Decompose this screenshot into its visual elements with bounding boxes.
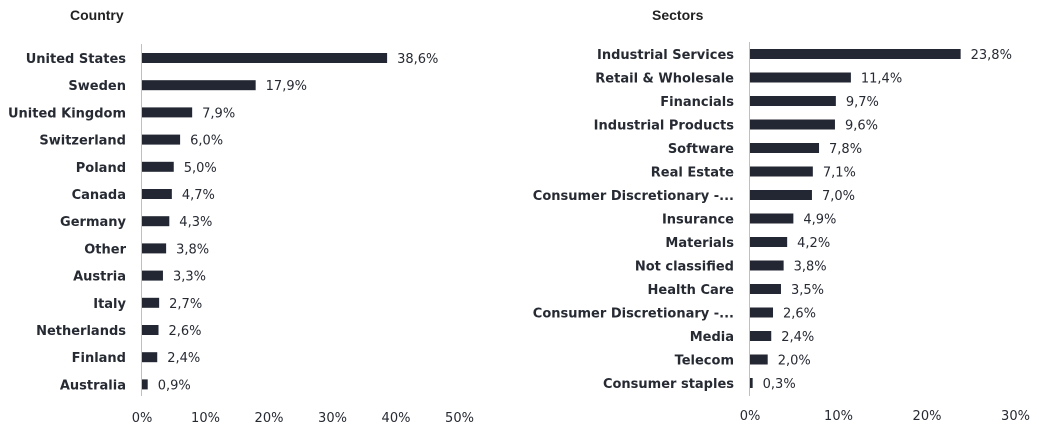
country-value-label: 2,4% <box>167 351 200 366</box>
sector-bar <box>750 284 781 294</box>
sector-value-label: 7,8% <box>829 142 862 157</box>
sector-tick-label: 30% <box>1001 409 1030 424</box>
sector-category-label: Not classified <box>635 260 734 275</box>
country-tick-label: 20% <box>255 411 284 426</box>
sector-value-label: 23,8% <box>971 48 1012 63</box>
sector-value-label: 9,6% <box>845 119 878 134</box>
country-value-label: 0,9% <box>158 378 191 393</box>
sector-category-label: Health Care <box>648 283 735 298</box>
country-tick-label: 50% <box>445 411 474 426</box>
country-bar <box>142 161 174 172</box>
country-value-label: 2,6% <box>169 324 202 339</box>
sector-value-label: 3,8% <box>794 260 827 275</box>
sector-bar <box>750 237 788 247</box>
sector-value-label: 7,1% <box>823 166 856 181</box>
country-tick-label: 30% <box>318 411 347 426</box>
country-bar <box>142 352 158 363</box>
country-bar <box>142 325 159 335</box>
country-category-label: Canada <box>72 188 126 203</box>
sector-bar <box>750 331 772 341</box>
sector-tick-label: 20% <box>913 409 942 424</box>
country-category-label: United States <box>26 52 127 67</box>
sector-bar <box>750 260 784 271</box>
sector-category-label: Telecom <box>675 354 734 369</box>
country-value-label: 3,3% <box>173 270 206 285</box>
sector-category-label: Industrial Services <box>597 48 734 63</box>
country-tick-label: 10% <box>191 411 220 426</box>
sector-bar <box>750 49 961 59</box>
sector-value-label: 4,2% <box>797 236 830 251</box>
sector-bar <box>750 143 820 153</box>
country-bar <box>142 189 172 199</box>
sector-bar <box>750 354 768 365</box>
country-category-label: Italy <box>93 297 126 312</box>
country-category-label: Austria <box>73 270 126 285</box>
country-value-label: 4,3% <box>179 215 212 230</box>
sector-category-label: Materials <box>665 236 734 251</box>
country-category-label: Germany <box>60 215 126 230</box>
country-bar <box>142 243 167 254</box>
country-category-label: United Kingdom <box>8 106 126 121</box>
sector-category-label: Consumer staples <box>603 377 734 392</box>
sector-bar <box>750 190 812 200</box>
sectors-chart-title: Sectors <box>652 7 704 23</box>
sector-value-label: 2,6% <box>783 307 816 322</box>
country-value-label: 4,7% <box>182 188 215 203</box>
country-category-label: Finland <box>72 351 126 366</box>
sector-bar <box>750 72 851 83</box>
country-tick-label: 40% <box>382 411 411 426</box>
sector-bar <box>750 307 774 318</box>
country-value-label: 6,0% <box>190 134 223 149</box>
sector-category-label: Consumer Discretionary -... <box>533 307 734 322</box>
sector-tick-label: 0% <box>740 409 761 424</box>
country-chart: Country United States 38,6% Sweden 17,9% Uni… <box>8 7 474 426</box>
sectors-chart: Sectors Industrial Services 23,8% Retail &… <box>533 7 1030 424</box>
country-bar <box>142 80 256 91</box>
sector-value-label: 11,4% <box>861 72 902 87</box>
country-tick-label: 0% <box>132 411 153 426</box>
sector-value-label: 2,4% <box>781 330 814 345</box>
country-bar <box>142 107 193 118</box>
sector-category-label: Consumer Discretionary -... <box>533 189 734 204</box>
country-value-label: 7,9% <box>202 106 235 121</box>
sector-value-label: 3,5% <box>791 283 824 298</box>
sector-bar <box>750 96 836 106</box>
country-value-label: 3,8% <box>176 242 209 257</box>
sector-tick-label: 10% <box>824 409 853 424</box>
country-bar <box>142 216 170 227</box>
sector-category-label: Media <box>690 330 734 345</box>
country-category-label: Other <box>84 242 126 257</box>
sector-value-label: 2,0% <box>778 354 811 369</box>
country-bar <box>142 379 148 390</box>
country-bar <box>142 134 181 145</box>
sector-category-label: Financials <box>660 95 734 110</box>
country-bar <box>142 297 160 308</box>
country-value-label: 5,0% <box>184 161 217 176</box>
country-category-label: Sweden <box>68 79 126 94</box>
country-value-label: 2,7% <box>169 297 202 312</box>
sector-value-label: 0,3% <box>763 377 796 392</box>
sector-bar <box>750 213 794 224</box>
sector-category-label: Retail & Wholesale <box>595 72 734 87</box>
country-chart-title: Country <box>70 7 124 23</box>
country-category-label: Australia <box>60 378 126 393</box>
sector-category-label: Software <box>668 142 734 157</box>
sector-bar <box>750 119 835 130</box>
country-category-label: Switzerland <box>39 134 126 149</box>
country-value-label: 38,6% <box>397 52 438 67</box>
sector-value-label: 4,9% <box>803 213 836 228</box>
sector-category-label: Industrial Products <box>594 119 735 134</box>
country-value-label: 17,9% <box>266 79 307 94</box>
country-bar <box>142 53 388 63</box>
sector-bar <box>750 378 753 388</box>
sector-value-label: 9,7% <box>846 95 879 110</box>
sector-bar <box>750 166 813 177</box>
country-category-label: Netherlands <box>36 324 126 339</box>
country-bar <box>142 270 163 281</box>
sector-category-label: Insurance <box>662 213 734 228</box>
sector-value-label: 7,0% <box>822 189 855 204</box>
sector-category-label: Real Estate <box>651 166 734 181</box>
country-category-label: Poland <box>76 161 126 176</box>
